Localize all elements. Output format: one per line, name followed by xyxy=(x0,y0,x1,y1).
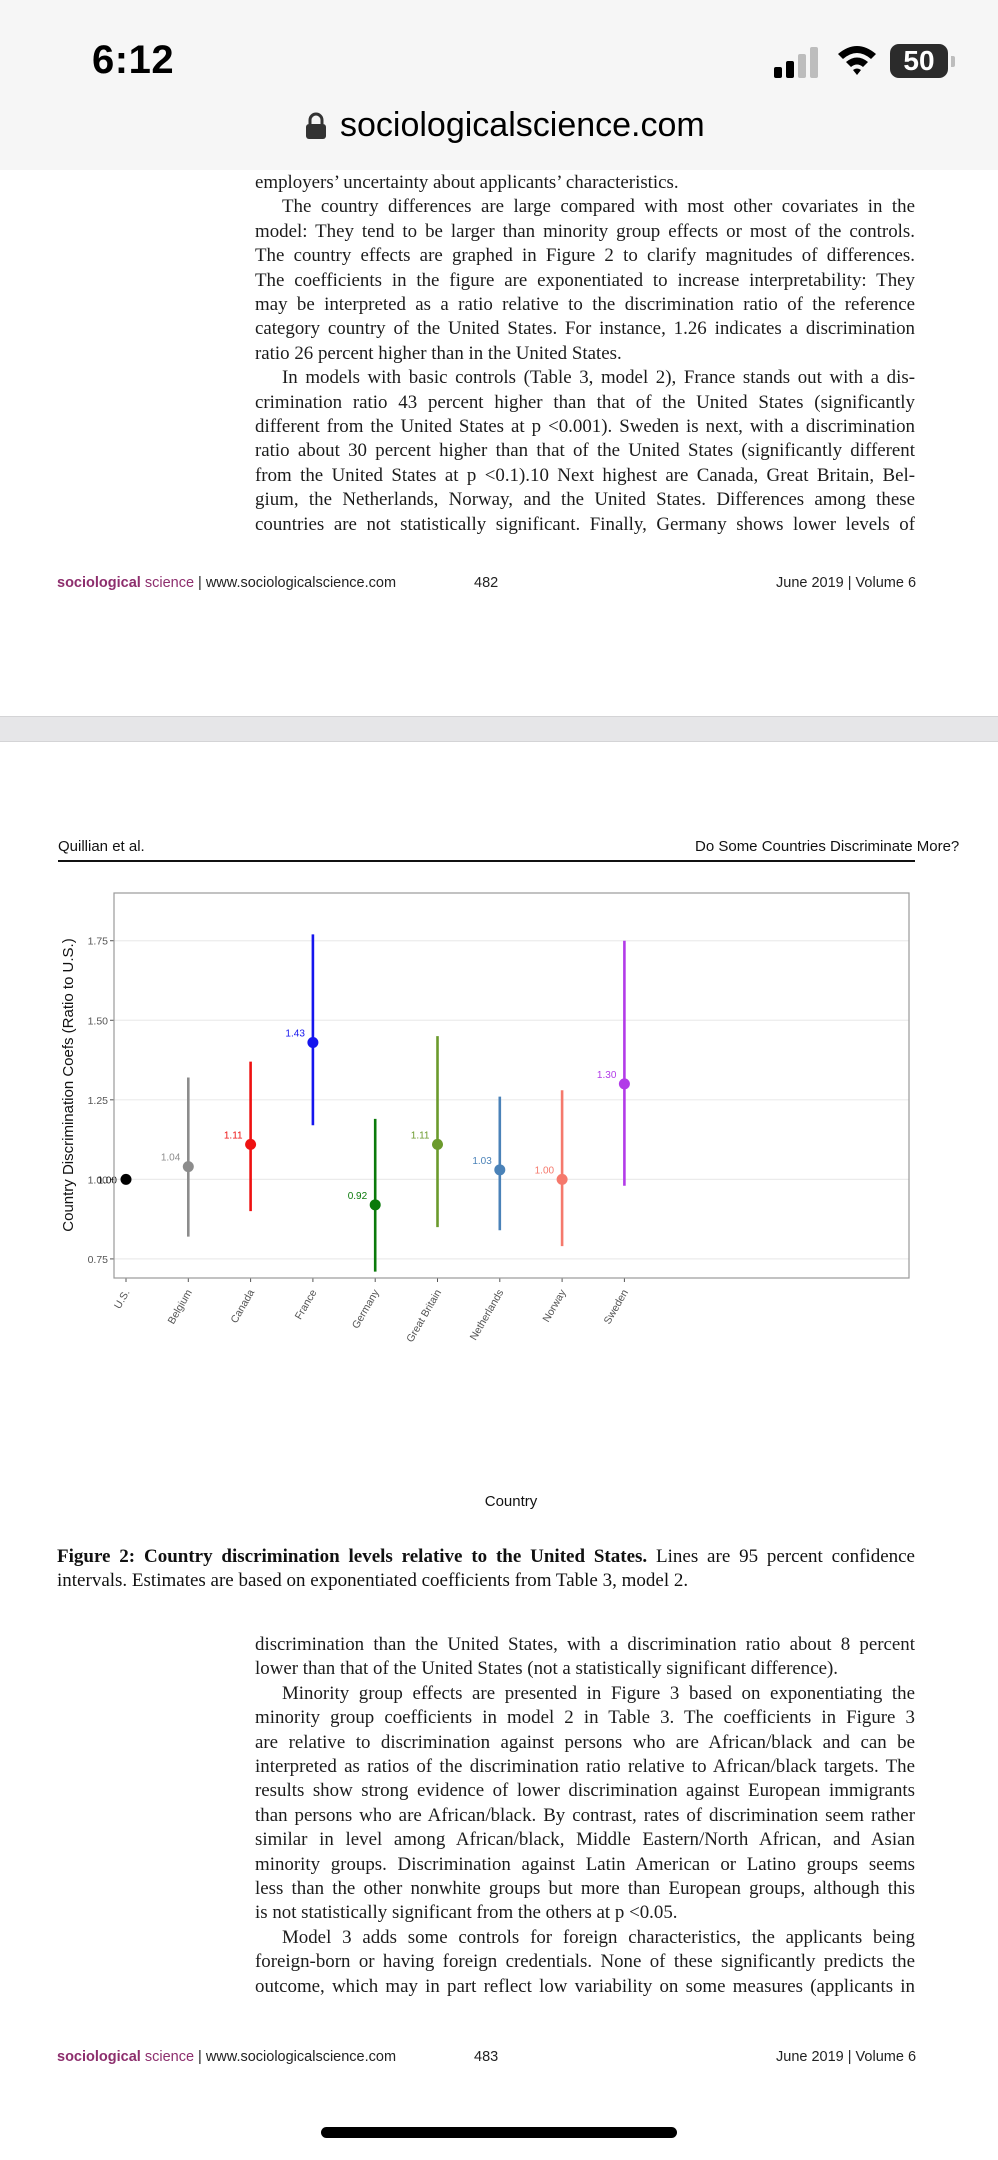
text-line: ratio 26 percent higher than in the Unit… xyxy=(255,342,622,364)
text-line: gium, the Netherlands, Norway, and the U… xyxy=(255,489,915,511)
x-tick-label: U.S. xyxy=(112,1288,133,1312)
y-tick-label: 1.75 xyxy=(88,936,109,948)
text-line: The country effects are graphed in Figur… xyxy=(255,245,915,267)
text-line: Minority group effects are presented in … xyxy=(282,1682,915,1704)
brand-rest: science xyxy=(140,2049,195,2065)
text-line: minority groups. Discrimination against … xyxy=(255,1853,915,1875)
x-tick-label: Netherlands xyxy=(468,1288,507,1343)
text-line: The country differences are large compar… xyxy=(282,196,915,218)
text-line: lower than that of the United States (no… xyxy=(255,1658,838,1680)
text-line: from the United States at p <0.1).10 Nex… xyxy=(255,464,915,486)
footer-site: | www.sociologicalscience.com xyxy=(194,575,397,591)
estimate-point xyxy=(369,1199,381,1211)
text-line: is not statistically significant from th… xyxy=(255,1902,678,1924)
data-label: 1.00 xyxy=(98,1175,118,1186)
estimate-point xyxy=(432,1138,443,1150)
lock-icon xyxy=(306,112,326,139)
text-line: crimination ratio 43 percent higher than… xyxy=(255,391,915,413)
text-line: In models with basic controls (Table 3, … xyxy=(282,367,915,389)
text-line: discrimination than the United States, w… xyxy=(255,1634,915,1655)
text-line: model: They tend to be larger than minor… xyxy=(255,220,915,242)
page-number: 483 xyxy=(474,2049,499,2065)
text-line: ratio about 30 percent higher than that … xyxy=(255,440,915,462)
text-line: employers’ uncertainty about applicants’… xyxy=(255,172,679,193)
battery-tip-icon xyxy=(951,56,955,67)
text-line: than persons who are African/black. By c… xyxy=(255,1804,915,1826)
caption-title: Figure 2: Country discrimination levels … xyxy=(57,1546,648,1567)
data-label: 1.43 xyxy=(285,1029,305,1040)
text-line: similar in level among African/black, Mi… xyxy=(255,1829,915,1851)
data-label: 1.03 xyxy=(472,1156,492,1167)
y-tick-label: 1.00 xyxy=(88,1174,109,1186)
x-tick-label: Canada xyxy=(228,1287,257,1325)
y-tick-label: 0.75 xyxy=(88,1254,109,1266)
text-line: different from the United States at p <0… xyxy=(255,416,915,438)
y-tick-label: 1.50 xyxy=(88,1015,109,1027)
text-line: are relative to discrimination against p… xyxy=(255,1731,915,1753)
text-line: The coefficients in the figure are expon… xyxy=(255,269,915,291)
data-label: 1.11 xyxy=(411,1130,430,1141)
text-line: Model 3 adds some controls for foreign c… xyxy=(282,1926,915,1948)
home-indicator[interactable] xyxy=(321,2127,677,2138)
cellular-signal-icon xyxy=(774,44,820,78)
text-line: results show strong evidence of lower di… xyxy=(255,1780,915,1802)
estimate-point xyxy=(618,1078,630,1090)
footer-date: June 2019 | Volume 6 xyxy=(776,2049,917,2065)
y-axis-label: Country Discrimination Coefs (Ratio to U… xyxy=(60,938,77,1231)
x-tick-label: Belgium xyxy=(166,1287,195,1326)
x-axis-label: Country xyxy=(485,1493,538,1510)
footer-date: June 2019 | Volume 6 xyxy=(776,575,917,591)
plot-panel-border xyxy=(113,892,910,1279)
estimate-point xyxy=(556,1173,568,1185)
caption-text: Lines are 95 percent confidence interval… xyxy=(57,1546,915,1591)
page-separator xyxy=(0,716,998,742)
footer-site: | www.sociologicalscience.com xyxy=(194,2049,397,2065)
page-483-body: discrimination than the United States, w… xyxy=(255,1633,915,1999)
brand-rest: science xyxy=(140,575,195,591)
page-482-footer-brand: sociological science | www.sociologicals… xyxy=(57,575,396,591)
data-label: 1.30 xyxy=(597,1070,617,1081)
country-discrimination-chart: 0.75 1.00 1.25 1.50 1.75 U.S. Belgium Canada Fr… xyxy=(60,892,910,1510)
text-line: may be interpreted as a ratio relative t… xyxy=(255,294,915,316)
data-label: 1.04 xyxy=(161,1153,181,1164)
y-tick-label: 1.25 xyxy=(88,1095,109,1107)
browser-chrome: 6:12 50 sociologicalscience.com xyxy=(0,0,998,170)
x-tick-label: France xyxy=(293,1287,320,1321)
estimate-point xyxy=(182,1161,194,1173)
x-tick-label: Norway xyxy=(541,1287,570,1324)
wifi-icon xyxy=(838,46,876,75)
x-tick-label: Germany xyxy=(350,1287,382,1331)
text-line: foreign-born or having foreign credentia… xyxy=(255,1951,915,1973)
running-header-authors: Quillian et al. xyxy=(58,838,145,855)
header-rule xyxy=(58,860,915,862)
text-line: interpreted as ratios of the discriminat… xyxy=(255,1756,915,1778)
status-time: 6:12 xyxy=(92,38,175,82)
text-line: outcome, which may in part reflect low v… xyxy=(255,1975,915,1997)
page-482-body: employers’ uncertainty about applicants’… xyxy=(255,171,915,537)
figure-caption: Figure 2: Country discrimination levels … xyxy=(57,1545,915,1593)
text-line: less than the other nonwhite groups but … xyxy=(255,1878,915,1900)
address-bar-url[interactable]: sociologicalscience.com xyxy=(340,106,705,144)
x-tick-label: Sweden xyxy=(602,1287,631,1326)
estimate-point xyxy=(307,1037,319,1049)
x-tick-label: Great Britain xyxy=(404,1287,444,1344)
running-header-title: Do Some Countries Discriminate More? xyxy=(695,838,960,855)
estimate-point xyxy=(494,1164,506,1176)
text-line: countries are not statistically signific… xyxy=(255,513,915,535)
battery-level: 50 xyxy=(890,44,948,78)
text-line: category country of the United States. F… xyxy=(255,318,915,340)
data-label: 1.00 xyxy=(535,1165,555,1176)
text-line: minority group coefficients in model 2 i… xyxy=(255,1707,915,1729)
estimate-point xyxy=(245,1138,257,1150)
page-483-footer-brand: sociological science | www.sociologicals… xyxy=(57,2049,396,2065)
brand-bold: sociological xyxy=(57,2049,141,2065)
page-number: 482 xyxy=(474,575,499,591)
data-label: 1.11 xyxy=(224,1130,243,1141)
brand-bold: sociological xyxy=(57,575,141,591)
data-label: 0.92 xyxy=(348,1191,368,1202)
estimate-point xyxy=(120,1173,132,1185)
